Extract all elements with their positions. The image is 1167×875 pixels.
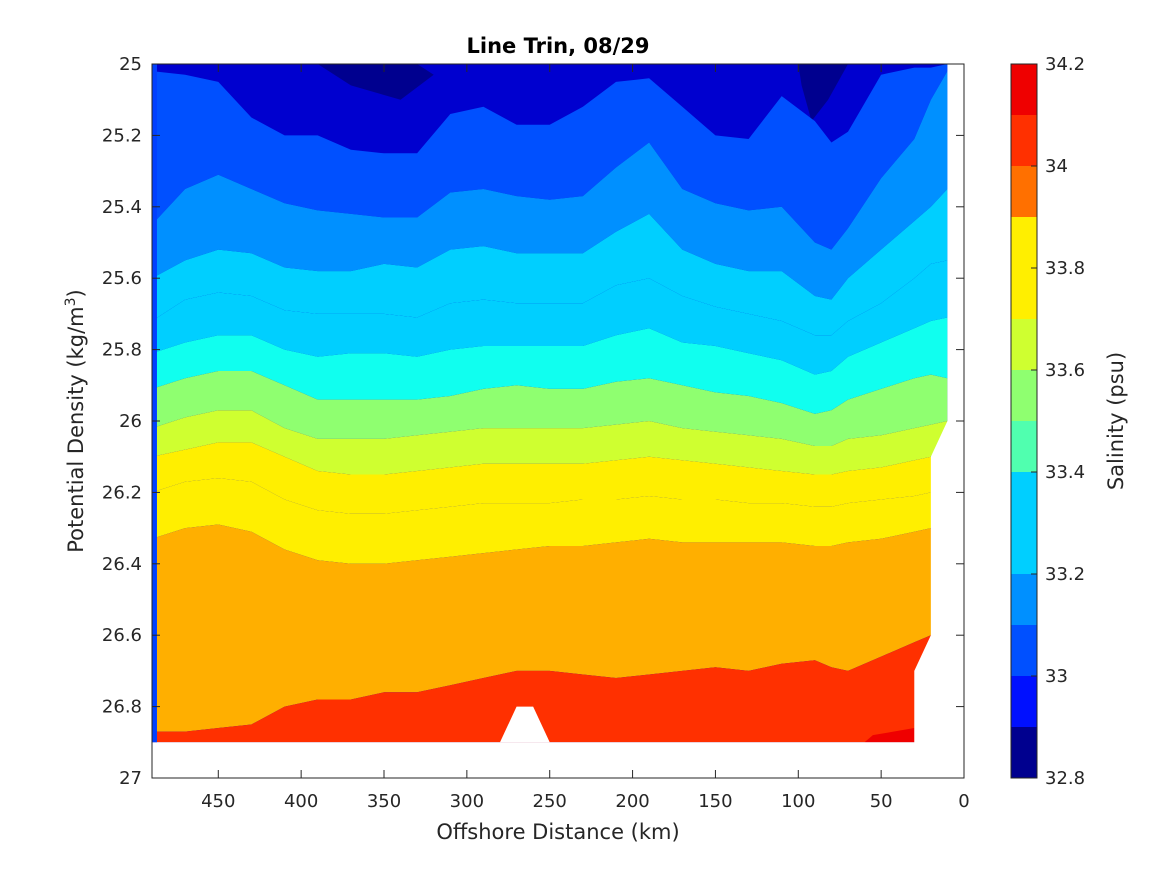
y-axis-title: Potential Density (kg/m3) [63,289,88,553]
colorbar: 32.8 33 33.2 33.4 33.6 33.8 34 34.2 [1010,54,1085,789]
chart-title: Line Trin, 08/29 [466,34,649,58]
colorbar-swatch [1011,727,1037,778]
y-tick-label: 25.4 [102,197,142,218]
y-tick-label: 26.4 [102,554,142,575]
colorbar-swatch [1011,523,1037,574]
colorbar-tick-label: 33.8 [1045,258,1085,279]
contour-band [152,371,948,446]
x-tick-label: 400 [284,791,318,812]
colorbar-swatch [1011,319,1037,370]
x-tick-label: 50 [870,791,893,812]
colorbar-tick-label: 33 [1045,666,1068,687]
colorbar-swatch [1011,64,1037,115]
colorbar-swatch [1011,574,1037,625]
colorbar-tick-label: 34.2 [1045,54,1085,75]
contour-band [152,260,948,375]
x-tick-label: 200 [615,791,649,812]
colorbar-tick-label: 33.4 [1045,462,1085,483]
x-tick-label: 0 [958,791,969,812]
y-tick-label: 26.2 [102,482,142,503]
contour-pocket-freshest [798,64,848,122]
colorbar-swatch [1011,166,1037,217]
contour-edge [152,64,157,743]
contour-band [152,442,948,514]
y-tick-label: 27 [119,768,142,789]
y-axis: 25 25.2 25.4 25.6 25.8 26 26.2 26.4 26.6 26.8 27 [102,54,964,789]
x-tick-label: 150 [698,791,732,812]
y-axis-title-close: ) [64,289,88,297]
x-tick-label: 300 [450,791,484,812]
colorbar-swatch [1011,472,1037,523]
colorbar-tick-label: 34 [1045,156,1068,177]
y-tick-label: 25.6 [102,268,142,289]
contour-band [152,71,948,300]
y-tick-label: 25.2 [102,125,142,146]
contour-band [152,524,948,732]
colorbar-swatch [1011,421,1037,472]
no-data-mask [500,706,550,743]
colorbar-swatch [1011,115,1037,166]
colorbar-frame [1010,63,1038,779]
contour-band [152,317,948,414]
contour-band [152,478,948,564]
y-tick-label: 26 [119,411,142,432]
colorbar-tick-label: 33.6 [1045,360,1085,381]
colorbar-tick-label: 33.2 [1045,564,1085,585]
colorbar-swatch [1011,676,1037,727]
colorbar-swatch [1011,370,1037,421]
colorbar-swatch [1011,625,1037,676]
contour-pocket-saltiest [864,728,915,743]
y-tick-label: 25 [119,54,142,75]
colorbar-title: Salinity (psu) [1104,352,1128,490]
contour-band [152,64,948,250]
y-tick-label: 26.6 [102,625,142,646]
x-tick-label: 250 [533,791,567,812]
colorbar-tick-label: 32.8 [1045,768,1085,789]
contour-band [152,628,948,743]
plot-area [152,64,964,778]
y-tick-label: 26.8 [102,697,142,718]
colorbar-swatch [1011,268,1037,319]
x-tick-label: 100 [781,791,815,812]
x-tick-label: 350 [367,791,401,812]
contour-band [152,189,948,336]
contour-pocket-freshest [317,64,434,100]
y-axis-title-superscript: 3 [63,297,79,306]
y-axis-title-main: Potential Density (kg/m [64,306,88,552]
contour-band [152,410,948,475]
x-axis-title: Offshore Distance (km) [436,820,679,844]
x-axis: 450 400 350 300 250 200 150 100 50 0 [201,64,970,812]
x-tick-label: 450 [201,791,235,812]
colorbar-swatch [1011,217,1037,268]
y-tick-label: 25.8 [102,340,142,361]
